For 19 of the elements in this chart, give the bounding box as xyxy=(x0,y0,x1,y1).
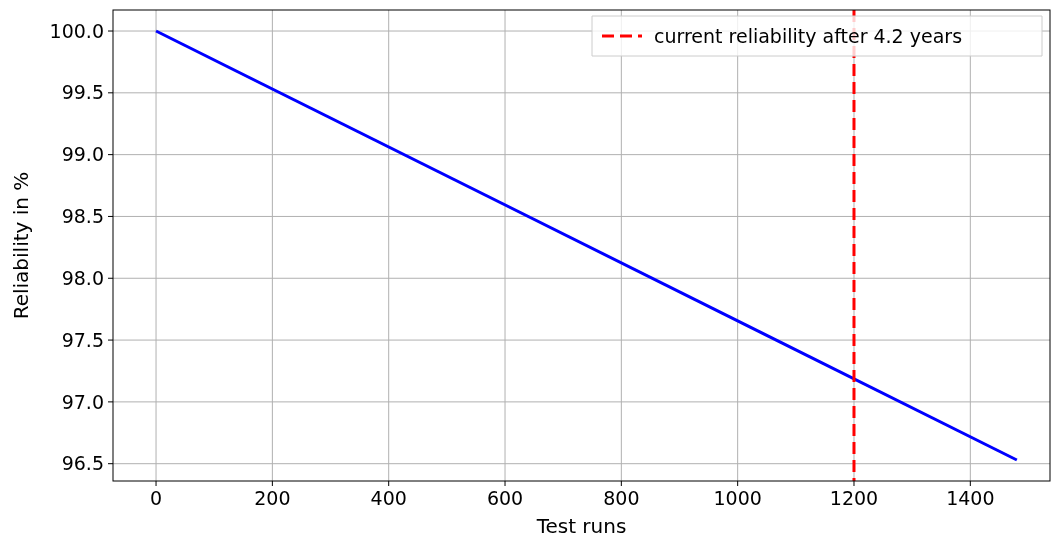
y-tick-label: 96.5 xyxy=(61,452,104,475)
x-tick-label: 600 xyxy=(486,487,524,509)
y-tick-label: 99.5 xyxy=(61,81,104,104)
y-tick-label: 98.0 xyxy=(61,266,104,289)
x-tick-label: 400 xyxy=(370,487,407,509)
x-tick-label: 1400 xyxy=(946,487,995,509)
x-axis-title: Test runs xyxy=(535,514,627,538)
y-tick-label: 97.0 xyxy=(61,390,104,413)
x-tick-label: 0 xyxy=(149,487,163,509)
y-tick-label: 97.5 xyxy=(61,328,104,351)
x-tick-label: 1200 xyxy=(829,487,879,509)
x-tick-label: 200 xyxy=(254,487,291,509)
y-axis-title: Reliability in % xyxy=(9,171,33,320)
y-tick-label: 99.0 xyxy=(61,143,104,166)
y-tick-label: 98.5 xyxy=(61,205,104,228)
y-tick-label: 100.0 xyxy=(49,19,104,42)
x-tick-label: 800 xyxy=(603,487,640,509)
ref-line-label: current reliability after 4.2 years xyxy=(654,24,963,47)
x-tick-label: 1000 xyxy=(713,487,762,509)
